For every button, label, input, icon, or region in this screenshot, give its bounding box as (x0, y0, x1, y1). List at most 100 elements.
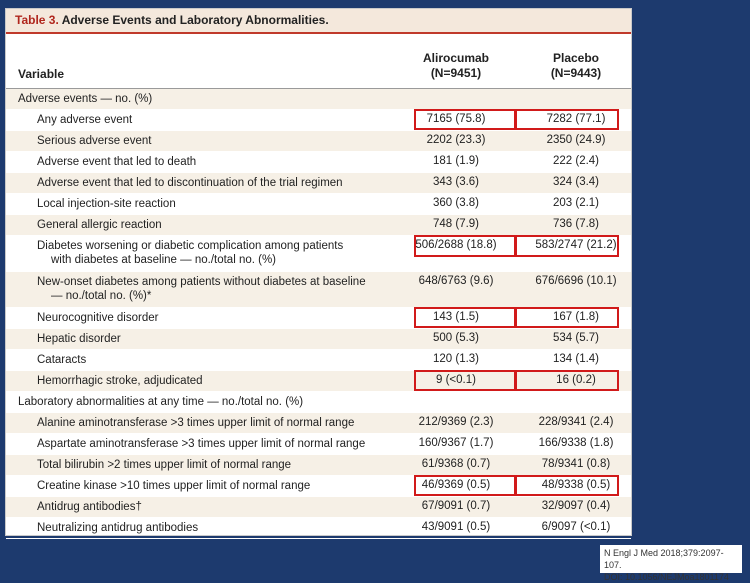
row-label-text: Serious adverse event (37, 135, 152, 147)
cell-alirocumab: 143 (1.5) (432, 311, 480, 323)
citation-journal: N Engl J Med 2018;379:2097-107. (604, 548, 724, 570)
row-label-text: Diabetes worsening or diabetic complicat… (37, 240, 344, 252)
row-label-text: General allergic reaction (37, 219, 162, 231)
row-label: Local injection-site reaction (37, 197, 397, 211)
row-label: Serious adverse event (37, 134, 397, 148)
cell-placebo: 7282 (77.1) (546, 113, 606, 125)
row-label-text: New-onset diabetes among patients withou… (37, 276, 366, 288)
table-row: Neutralizing antidrug antibodies 43/9091 … (6, 518, 631, 539)
cell-alirocumab: 61/9368 (0.7) (421, 458, 491, 470)
cell-alirocumab: 120 (1.3) (432, 353, 480, 365)
table-row: New-onset diabetes among patients withou… (6, 272, 631, 308)
table-row: Adverse event that led to death 181 (1.9)… (6, 152, 631, 173)
cell-placebo: 534 (5.7) (552, 332, 600, 344)
cell-placebo: 48/9338 (0.5) (541, 479, 611, 491)
highlight-box (515, 370, 619, 391)
table-row: Local injection-site reaction 360 (3.8) 20… (6, 194, 631, 215)
cell-placebo: 228/9341 (2.4) (538, 416, 614, 428)
header-alirocumab: Alirocumab (N=9451) (396, 51, 516, 81)
table-row: Diabetes worsening or diabetic complicat… (6, 236, 631, 272)
cell-placebo: 166/9338 (1.8) (538, 437, 614, 449)
row-label-text: Adverse events — no. (%) (18, 93, 153, 105)
highlight-box (515, 475, 619, 496)
cell-alirocumab: 748 (7.9) (432, 218, 480, 230)
cell-placebo: 167 (1.8) (552, 311, 600, 323)
highlight-box (414, 370, 516, 391)
row-label: General allergic reaction (37, 218, 397, 232)
cell-placebo: 78/9341 (0.8) (541, 458, 611, 470)
row-label: Adverse event that led to discontinuatio… (37, 176, 397, 190)
row-label-text: Local injection-site reaction (37, 198, 176, 210)
row-label-text: Laboratory abnormalities at any time — n… (18, 396, 304, 408)
table-body: Adverse events — no. (%) Any adverse even… (6, 89, 631, 539)
table-row: Antidrug antibodies† 67/9091 (0.7) 32/9097… (6, 497, 631, 518)
header-variable: Variable (18, 67, 65, 81)
highlight-box (414, 235, 516, 257)
highlight-box (414, 475, 516, 496)
table-row: Hepatic disorder 500 (5.3) 534 (5.7) (6, 329, 631, 350)
row-label-text: Creatine kinase >10 times upper limit of… (37, 480, 311, 492)
row-label-text: Antidrug antibodies† (37, 501, 142, 513)
header-alirocumab-name: Alirocumab (422, 51, 489, 65)
header-placebo-name: Placebo (552, 51, 600, 65)
citation-doi: DOI: 10.1056/NEJMoa1801174 (604, 572, 729, 582)
row-label: Neurocognitive disorder (37, 311, 397, 325)
row-label-text: Aspartate aminotransferase >3 times uppe… (37, 438, 366, 450)
row-label-text: Total bilirubin >2 times upper limit of … (37, 459, 292, 471)
cell-alirocumab: 67/9091 (0.7) (421, 500, 491, 512)
table-number: Table 3. (15, 13, 59, 27)
table-row: Total bilirubin >2 times upper limit of … (6, 455, 631, 476)
cell-alirocumab: 43/9091 (0.5) (421, 521, 491, 533)
cell-alirocumab: 500 (5.3) (432, 332, 480, 344)
cell-placebo: 222 (2.4) (552, 155, 600, 167)
highlight-box (414, 307, 516, 328)
row-label-text: Hemorrhagic stroke, adjudicated (37, 375, 203, 387)
table-title: Table 3. Adverse Events and Laboratory A… (6, 9, 631, 34)
header-placebo-n: (N=9443) (550, 66, 602, 80)
table-row: General allergic reaction 748 (7.9) 736 (7… (6, 215, 631, 236)
table-title-text: Adverse Events and Laboratory Abnormalit… (61, 13, 329, 27)
cell-alirocumab: 2202 (23.3) (426, 134, 486, 146)
row-label: Adverse event that led to death (37, 155, 397, 169)
cell-alirocumab: 7165 (75.8) (426, 113, 486, 125)
row-label: Adverse events — no. (%) (18, 92, 378, 106)
cell-placebo: 736 (7.8) (552, 218, 600, 230)
table-row: Hemorrhagic stroke, adjudicated 9 (<0.1) 1… (6, 371, 631, 392)
row-label: Cataracts (37, 353, 397, 367)
cell-placebo: 134 (1.4) (552, 353, 600, 365)
row-label-text: Any adverse event (37, 114, 133, 126)
table-row: Serious adverse event 2202 (23.3) 2350 (24… (6, 131, 631, 152)
highlight-box (515, 235, 619, 257)
header-placebo: Placebo (N=9443) (516, 51, 636, 81)
row-label: Laboratory abnormalities at any time — n… (18, 395, 378, 409)
cell-alirocumab: 648/6763 (9.6) (418, 275, 494, 287)
cell-placebo: 203 (2.1) (552, 197, 600, 209)
row-label-text-cont: with diabetes at baseline — no./total no… (51, 254, 277, 266)
row-label-text: Hepatic disorder (37, 333, 121, 345)
row-label-text: Adverse event that led to death (37, 156, 197, 168)
row-label-text: Neurocognitive disorder (37, 312, 159, 324)
table-row: Adverse event that led to discontinuatio… (6, 173, 631, 194)
row-label-text: Cataracts (37, 354, 87, 366)
row-label-text: Adverse event that led to discontinuatio… (37, 177, 343, 189)
cell-placebo: 324 (3.4) (552, 176, 600, 188)
section-row: Adverse events — no. (%) (6, 89, 631, 110)
table-header: Variable Alirocumab (N=9451) Placebo (N=… (6, 45, 631, 89)
row-label: Hemorrhagic stroke, adjudicated (37, 374, 397, 388)
cell-alirocumab: 506/2688 (18.8) (415, 239, 497, 251)
cell-placebo: 32/9097 (0.4) (541, 500, 611, 512)
row-label-text-cont: — no./total no. (%)* (51, 290, 152, 302)
highlight-box (515, 307, 619, 328)
row-label: Neutralizing antidrug antibodies (37, 521, 397, 535)
cell-alirocumab: 360 (3.8) (432, 197, 480, 209)
cell-placebo: 583/2747 (21.2) (535, 239, 617, 251)
cell-placebo: 676/6696 (10.1) (535, 275, 617, 287)
cell-alirocumab: 181 (1.9) (432, 155, 480, 167)
row-label: Total bilirubin >2 times upper limit of … (37, 458, 397, 472)
table-row: Aspartate aminotransferase >3 times uppe… (6, 434, 631, 455)
highlight-box (414, 109, 516, 130)
row-label: Creatine kinase >10 times upper limit of… (37, 479, 397, 493)
cell-alirocumab: 46/9369 (0.5) (421, 479, 491, 491)
cell-placebo: 2350 (24.9) (546, 134, 606, 146)
row-label: Aspartate aminotransferase >3 times uppe… (37, 437, 397, 451)
